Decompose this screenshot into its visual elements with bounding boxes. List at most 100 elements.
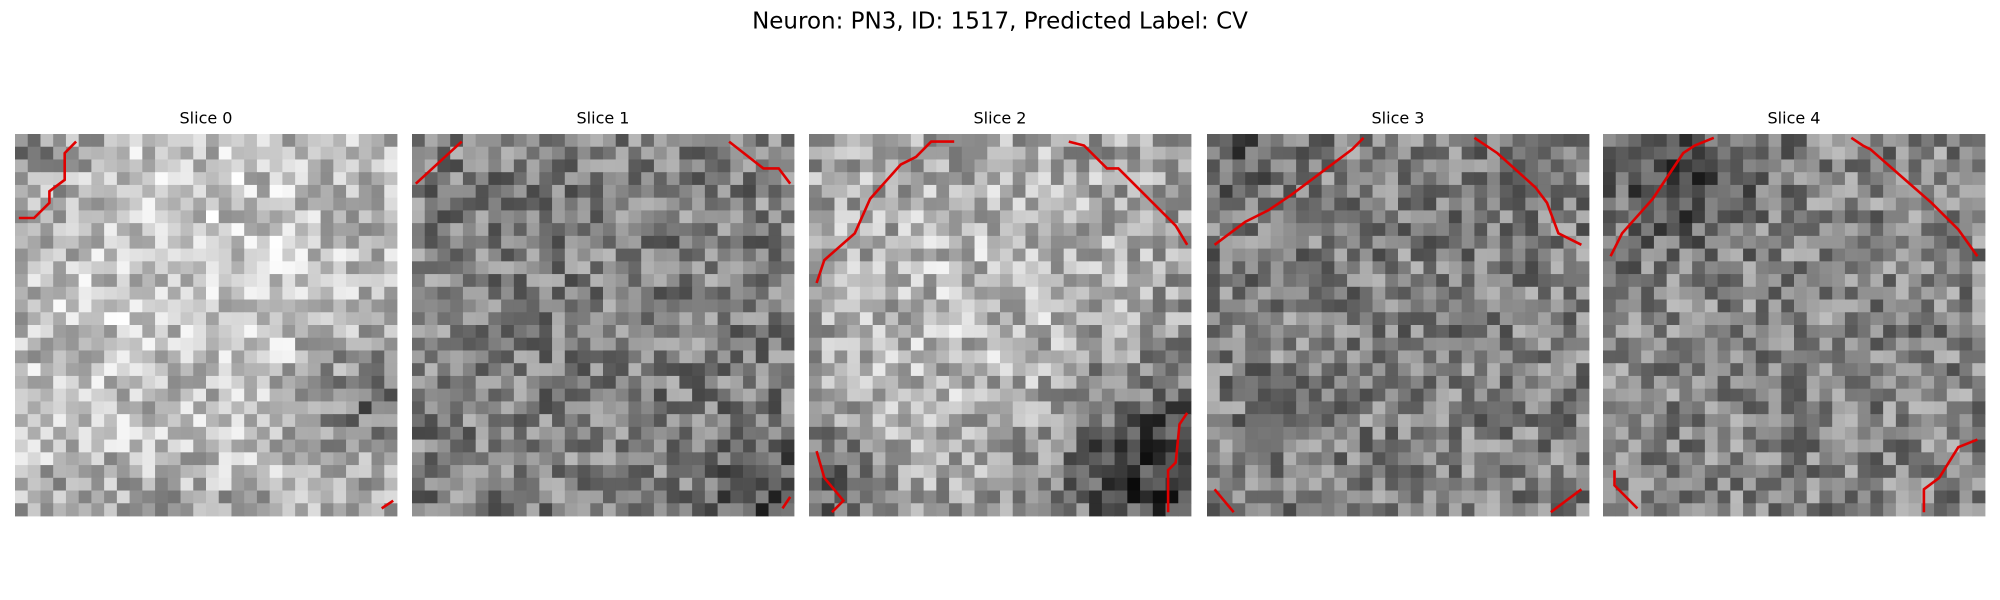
pixel bbox=[320, 235, 334, 249]
pixel bbox=[269, 235, 283, 249]
pixel bbox=[1844, 146, 1859, 160]
pixel bbox=[679, 325, 693, 339]
pixel bbox=[1576, 477, 1590, 491]
pixel bbox=[1653, 388, 1668, 402]
pixel bbox=[872, 210, 886, 224]
pixel bbox=[167, 261, 181, 275]
pixel bbox=[1615, 337, 1629, 351]
pixel bbox=[1076, 197, 1090, 211]
pixel bbox=[1512, 312, 1526, 326]
pixel bbox=[859, 274, 874, 288]
pixel bbox=[231, 503, 245, 517]
pixel bbox=[1038, 375, 1052, 390]
pixel bbox=[653, 299, 668, 313]
pixel bbox=[1232, 503, 1246, 517]
pixel bbox=[1140, 477, 1154, 491]
pixel bbox=[1972, 375, 1986, 390]
pixel bbox=[1270, 337, 1284, 351]
pixel bbox=[1883, 261, 1897, 275]
pixel bbox=[129, 197, 143, 211]
pixel bbox=[1857, 337, 1871, 351]
pixel bbox=[1806, 197, 1820, 211]
pixel bbox=[987, 388, 1001, 402]
pixel bbox=[1603, 197, 1617, 211]
pixel bbox=[206, 210, 220, 224]
pixel bbox=[961, 223, 975, 237]
pixel bbox=[1127, 210, 1141, 224]
pixel bbox=[346, 274, 360, 288]
pixel bbox=[615, 274, 629, 288]
pixel bbox=[1448, 286, 1463, 300]
pixel bbox=[1423, 274, 1437, 288]
pixel bbox=[513, 286, 527, 300]
pixel bbox=[1819, 388, 1833, 402]
pixel bbox=[1219, 274, 1233, 288]
pixel bbox=[333, 146, 347, 160]
pixel bbox=[898, 210, 912, 224]
pixel bbox=[704, 388, 718, 402]
pixel bbox=[384, 172, 398, 186]
pixel bbox=[1819, 299, 1833, 313]
pixel bbox=[1474, 146, 1488, 160]
pixel bbox=[1679, 426, 1693, 440]
pixel bbox=[244, 426, 258, 440]
pixel bbox=[1270, 414, 1284, 428]
pixel bbox=[1025, 184, 1039, 199]
pixel bbox=[1385, 452, 1399, 466]
pixel bbox=[653, 337, 668, 351]
pixel bbox=[936, 363, 950, 377]
pixel bbox=[1550, 363, 1564, 377]
pixel bbox=[1270, 426, 1284, 440]
pixel bbox=[641, 503, 655, 517]
pixel bbox=[974, 337, 988, 351]
pixel bbox=[1525, 248, 1539, 262]
pixel bbox=[526, 312, 540, 326]
pixel bbox=[1050, 235, 1065, 249]
pixel bbox=[974, 299, 988, 313]
pixel bbox=[1232, 465, 1246, 479]
pixel bbox=[1895, 261, 1909, 275]
pixel bbox=[371, 452, 385, 466]
pixel bbox=[320, 363, 334, 377]
pixel bbox=[1232, 452, 1246, 466]
pixel bbox=[872, 375, 886, 390]
pixel bbox=[1641, 184, 1655, 199]
pixel bbox=[1076, 325, 1090, 339]
pixel bbox=[1550, 401, 1564, 415]
pixel bbox=[1372, 312, 1386, 326]
pixel bbox=[1423, 172, 1437, 186]
pixel bbox=[53, 452, 67, 466]
pixel bbox=[1870, 465, 1884, 479]
pixel bbox=[65, 159, 80, 173]
pixel bbox=[1615, 159, 1629, 173]
pixel bbox=[218, 414, 232, 428]
pixel bbox=[1050, 477, 1065, 491]
pixel bbox=[1114, 223, 1128, 237]
pixel bbox=[462, 325, 477, 339]
pixel bbox=[1012, 325, 1026, 339]
pixel bbox=[40, 477, 54, 491]
pixel bbox=[1857, 363, 1871, 377]
pixel bbox=[1000, 299, 1014, 313]
pixel bbox=[116, 439, 130, 453]
pixel bbox=[1398, 184, 1412, 199]
pixel bbox=[244, 274, 258, 288]
pixel bbox=[513, 172, 527, 186]
pixel bbox=[1679, 235, 1693, 249]
pixel bbox=[1076, 439, 1090, 453]
pixel bbox=[641, 439, 655, 453]
pixel bbox=[872, 503, 886, 517]
pixel bbox=[218, 465, 232, 479]
pixel bbox=[1347, 490, 1361, 504]
pixel bbox=[898, 184, 912, 199]
pixel bbox=[1448, 414, 1463, 428]
pixel bbox=[15, 350, 29, 364]
pixel bbox=[91, 503, 105, 517]
pixel bbox=[692, 363, 706, 377]
pixel bbox=[475, 503, 489, 517]
pixel bbox=[1410, 375, 1424, 390]
pixel bbox=[1857, 172, 1871, 186]
pixel bbox=[936, 439, 950, 453]
pixel bbox=[1603, 426, 1617, 440]
pixel bbox=[730, 248, 744, 262]
